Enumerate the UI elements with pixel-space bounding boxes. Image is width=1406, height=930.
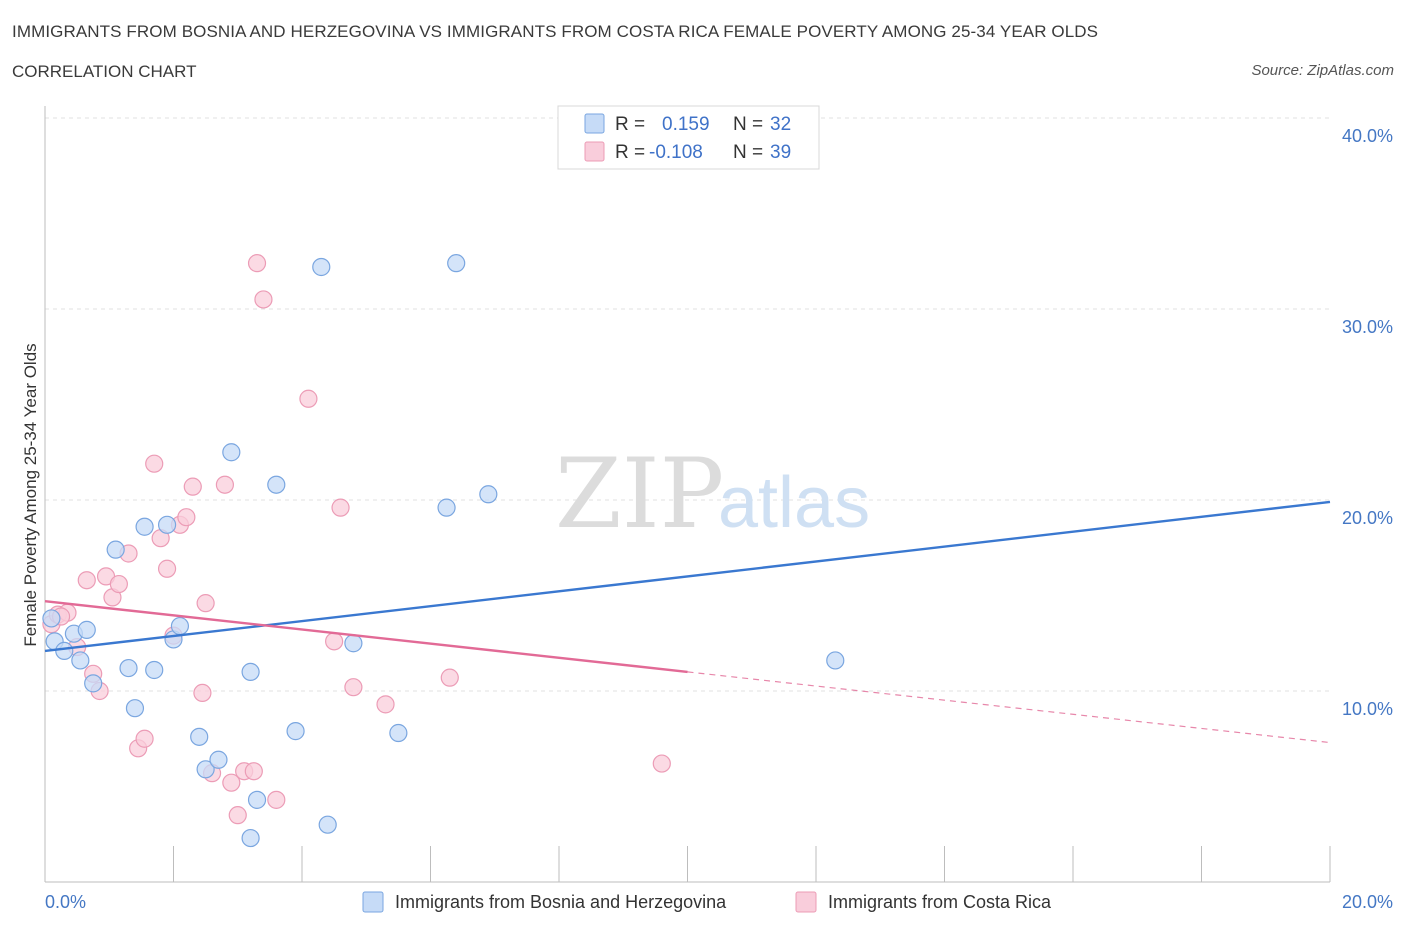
costa-rica-point-31	[325, 632, 344, 651]
chart-subtitle: CORRELATION CHART	[12, 62, 197, 81]
costa-rica-point-33	[344, 678, 363, 697]
legend-r-value-costa-rica: -0.108	[649, 142, 703, 163]
bosnia-point-23	[344, 634, 363, 653]
bosnia-point-31	[42, 609, 61, 628]
costa-rica-point-22	[215, 475, 234, 494]
bosnia-point-14	[190, 727, 209, 746]
bosnia-trend-line	[44, 500, 1331, 653]
bosnia-point-17	[222, 443, 241, 462]
bosnia-point-22	[312, 257, 331, 277]
chart-title: IMMIGRANTS FROM BOSNIA AND HERZEGOVINA V…	[12, 22, 1099, 41]
costa-rica-point-23	[222, 773, 241, 792]
y-tick-label-0: 10.0%	[1342, 699, 1393, 719]
costa-rica-point-17	[177, 508, 196, 527]
trend-lines	[44, 500, 1331, 744]
bosnia-point-15	[196, 760, 215, 779]
bosnia-point-26	[447, 254, 466, 273]
bosnia-point-20	[267, 475, 286, 494]
legend-n-label-bosnia: N =	[733, 114, 763, 135]
costa-rica-point-12	[135, 729, 154, 748]
y-tick-label-2: 30.0%	[1342, 317, 1393, 337]
bosnia-point-25	[437, 498, 456, 517]
costa-rica-point-24	[228, 806, 247, 825]
bosnia-point-10	[145, 660, 164, 680]
y-tick-label-3: 40.0%	[1342, 126, 1393, 146]
bosnia-point-30	[318, 815, 337, 834]
bosnia-point-29	[241, 828, 260, 848]
legend-swatch-bosnia	[584, 113, 605, 134]
costa-rica-point-20	[196, 594, 215, 613]
costa-rica-point-34	[376, 695, 395, 714]
bosnia-point-5	[84, 674, 103, 693]
bosnia-point-16	[209, 750, 228, 769]
costa-rica-trend-line-extension	[687, 671, 1331, 744]
bosnia-point-18	[241, 662, 260, 682]
costa-rica-point-29	[267, 790, 286, 809]
bosnia-point-9	[135, 517, 154, 536]
costa-rica-point-32	[331, 498, 350, 517]
bottom-legend-swatch-bosnia	[362, 891, 384, 913]
legend-n-value-costa-rica: 39	[770, 142, 791, 163]
bosnia-point-28	[826, 651, 845, 670]
bosnia-point-19	[247, 790, 267, 809]
bosnia-point-3	[71, 651, 90, 670]
watermark-atlas: atlas	[718, 463, 870, 543]
legend-n-label-costa-rica: N =	[733, 142, 763, 163]
y-tick-label-1: 20.0%	[1342, 508, 1393, 528]
axes	[44, 106, 1331, 883]
legend-n-value-bosnia: 32	[770, 114, 791, 135]
bosnia-point-1	[55, 641, 74, 660]
bottom-legend-label-costa-rica: Immigrants from Costa Rica	[828, 892, 1052, 912]
legend-r-label-costa-rica: R =	[615, 142, 645, 163]
legend-box: R = 0.159 N = 32 R = -0.108 N = 39	[557, 105, 820, 170]
costa-rica-point-35	[440, 668, 459, 687]
y-tick-labels: 10.0% 20.0% 30.0% 40.0%	[1342, 126, 1393, 719]
legend-r-label-bosnia: R =	[615, 114, 645, 135]
bottom-legend-label-bosnia: Immigrants from Bosnia and Herzegovina	[395, 892, 727, 912]
bosnia-point-11	[157, 515, 177, 534]
costa-rica-point-4	[77, 571, 96, 590]
costa-rica-point-15	[157, 559, 177, 578]
costa-rica-point-13	[145, 454, 164, 473]
watermark-zip: ZIP	[555, 438, 724, 550]
bottom-legend: Immigrants from Bosnia and Herzegovina I…	[362, 891, 1052, 913]
bosnia-point-7	[119, 658, 138, 678]
costa-rica-trend-line	[44, 600, 688, 674]
bosnia-points	[42, 254, 845, 848]
x-tick-labels: 0.0% 20.0%	[45, 892, 1393, 912]
bosnia-point-6	[106, 540, 125, 559]
costa-rica-point-18	[183, 477, 202, 496]
bosnia-point-8	[125, 699, 145, 718]
bosnia-point-13	[170, 616, 190, 636]
bosnia-point-24	[389, 723, 408, 743]
watermark: ZIP atlas	[555, 438, 870, 550]
grid-lines	[45, 117, 1330, 692]
legend-r-value-bosnia: 0.159	[662, 114, 710, 135]
source-label: Source: ZipAtlas.com	[1251, 62, 1394, 79]
y-axis-label: Female Poverty Among 25-34 Year Olds	[21, 343, 40, 646]
costa-rica-point-30	[299, 389, 318, 408]
costa-rica-point-26	[244, 762, 263, 781]
costa-rica-point-19	[193, 683, 212, 703]
x-tick-label-1: 20.0%	[1342, 892, 1393, 912]
x-tick-label-0: 0.0%	[45, 892, 86, 912]
bosnia-point-4	[77, 620, 96, 639]
costa-rica-point-9	[109, 574, 128, 594]
costa-rica-point-36	[652, 754, 671, 773]
bosnia-point-21	[286, 722, 305, 741]
bosnia-point-27	[479, 485, 498, 504]
legend-swatch-costa-rica	[584, 141, 605, 162]
bottom-legend-swatch-costa-rica	[795, 891, 817, 913]
costa-rica-point-28	[254, 290, 273, 309]
costa-rica-point-27	[247, 254, 267, 273]
